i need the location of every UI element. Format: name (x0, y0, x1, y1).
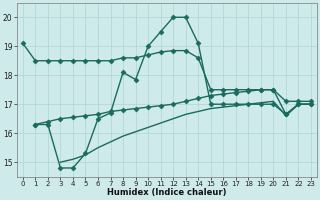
X-axis label: Humidex (Indice chaleur): Humidex (Indice chaleur) (107, 188, 227, 197)
